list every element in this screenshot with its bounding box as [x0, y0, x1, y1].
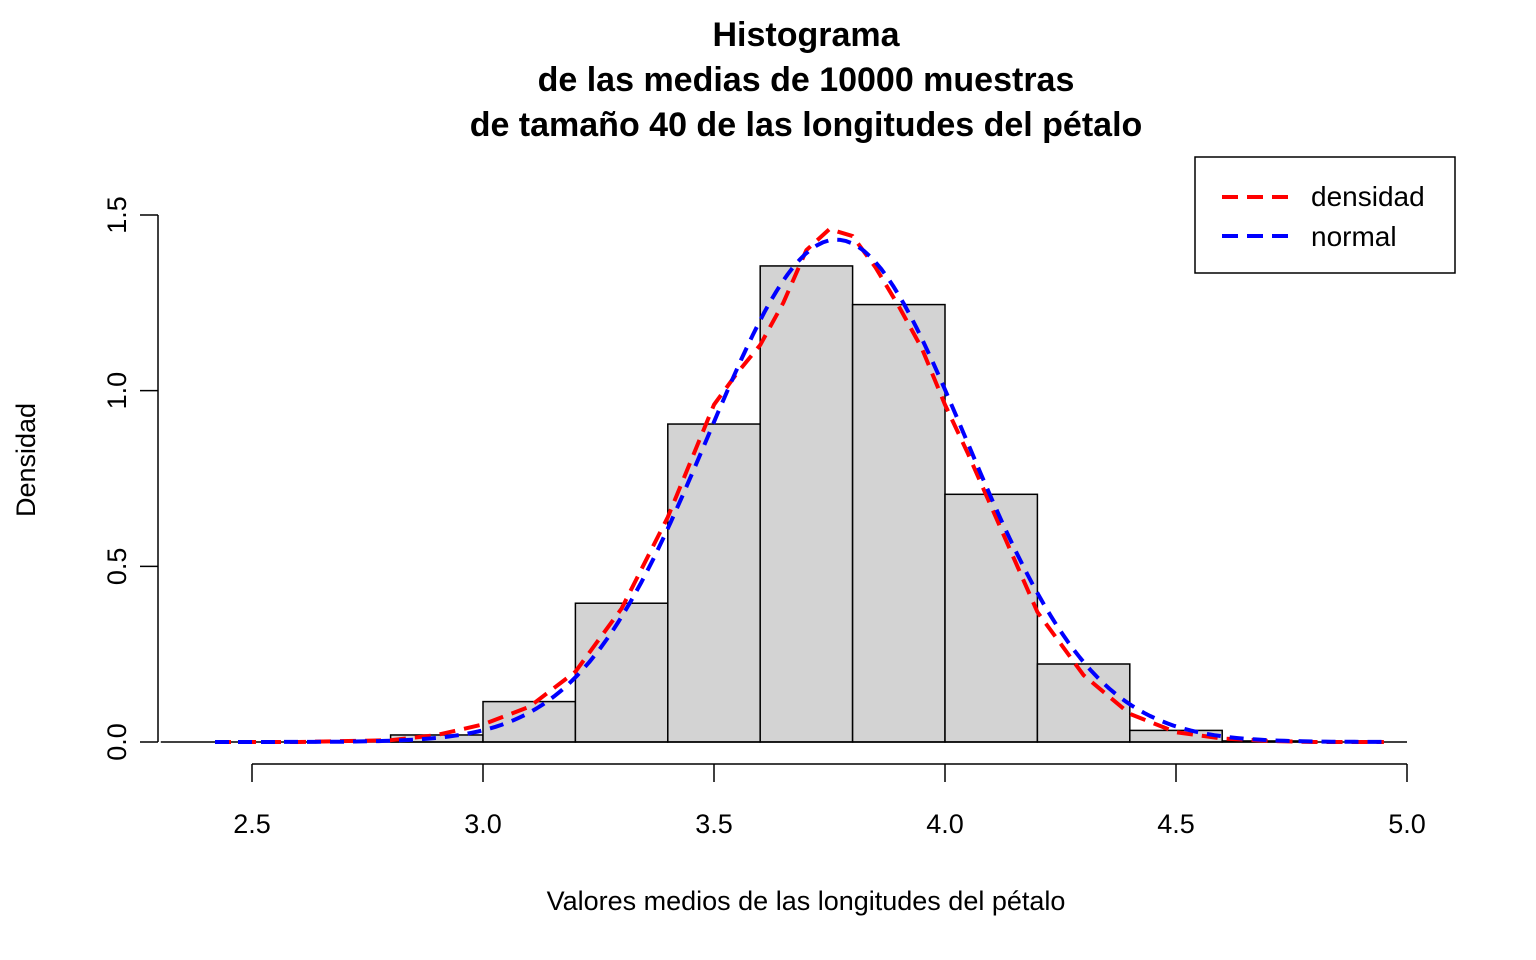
y-axis-label: Densidad	[11, 403, 41, 517]
x-tick-label-4.5: 4.5	[1157, 809, 1195, 839]
histogram-bar-7	[944, 493, 1039, 743]
density-curves	[215, 227, 1384, 744]
x-tick-label-3.5: 3.5	[695, 809, 733, 839]
y-tick-label-1.5: 1.5	[102, 196, 132, 234]
legend-label-densidad: densidad	[1311, 181, 1425, 212]
histogram-bar-4	[667, 423, 761, 743]
x-tick-label-4.0: 4.0	[926, 809, 964, 839]
density-curve-normal	[215, 237, 1384, 744]
histogram-bars	[160, 265, 1407, 743]
x-tick-label-3.0: 3.0	[464, 809, 502, 839]
x-axis-label: Valores medios de las longitudes del pét…	[547, 886, 1066, 916]
x-tick-label-2.5: 2.5	[233, 809, 271, 839]
histogram-bar-5	[759, 265, 854, 743]
y-tick-label-0.0: 0.0	[102, 723, 132, 761]
histogram-bar-3	[574, 602, 669, 743]
chart-title-line-1: Histograma	[712, 16, 900, 54]
legend: densidad normal	[1194, 156, 1456, 274]
x-axis: 2.5 3.0 3.5 4.0 4.5 5.0	[233, 763, 1426, 839]
y-tick-label-1.0: 1.0	[102, 372, 132, 410]
histogram-bar-2	[482, 700, 577, 743]
chart-title-line-2: de las medias de 10000 muestras	[538, 61, 1075, 99]
legend-label-normal: normal	[1311, 221, 1397, 252]
histogram-bar-6	[851, 303, 946, 743]
y-tick-label-0.5: 0.5	[102, 548, 132, 586]
density-curve-densidad	[215, 227, 1384, 744]
x-tick-label-5.0: 5.0	[1388, 809, 1426, 839]
y-axis: 0.0 0.5 1.0 1.5	[102, 196, 159, 761]
chart-title: Histograma de las medias de 10000 muestr…	[470, 16, 1143, 144]
legend-box	[1194, 156, 1456, 274]
chart-title-line-3: de tamaño 40 de las longitudes del pétal…	[470, 106, 1143, 144]
